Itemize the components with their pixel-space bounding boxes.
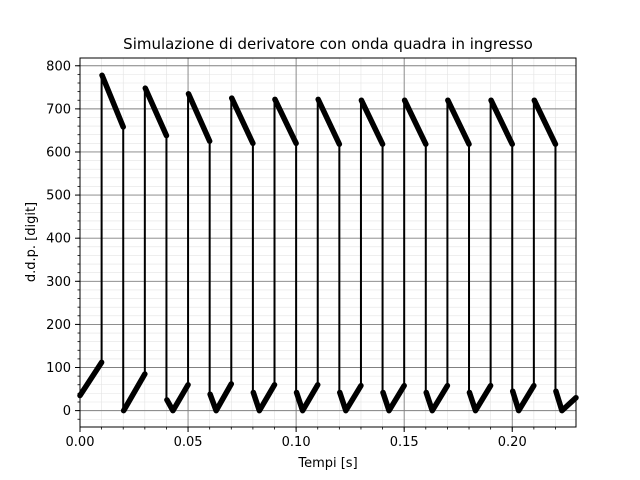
data-segment xyxy=(553,388,579,414)
ticks: 0.00 0.05 0.10 0.15 0.20 0 100 200 300 400 500 600 7… xyxy=(46,59,556,450)
y-tick-label: 300 xyxy=(46,275,71,290)
data-segment xyxy=(488,97,515,147)
data-segment xyxy=(77,359,105,399)
data-layer xyxy=(77,72,579,414)
data-segment xyxy=(445,97,472,147)
data-segment xyxy=(250,382,278,414)
data-segment xyxy=(228,95,256,147)
y-tick-label: 600 xyxy=(46,145,71,160)
y-tick-label: 100 xyxy=(46,361,71,376)
data-segment xyxy=(423,382,451,414)
data-segment xyxy=(401,97,429,147)
data-segment xyxy=(380,382,407,414)
y-tick-label: 400 xyxy=(46,232,71,247)
data-segment xyxy=(466,382,494,414)
data-segment xyxy=(207,381,235,414)
x-tick-label: 0.05 xyxy=(174,435,203,450)
data-segment xyxy=(358,97,386,147)
y-tick-label: 800 xyxy=(46,59,71,74)
x-axis-label: Tempi [s] xyxy=(297,456,357,471)
y-tick-label: 0 xyxy=(63,404,71,419)
data-segment xyxy=(315,96,343,147)
x-tick-label: 0.20 xyxy=(498,435,527,450)
x-tick-label: 0.10 xyxy=(282,435,311,450)
data-segment xyxy=(185,91,213,144)
y-axis-label: d.d.p. [digit] xyxy=(24,202,39,282)
y-tick-label: 500 xyxy=(46,189,71,204)
data-segment xyxy=(142,85,170,139)
y-tick-label: 700 xyxy=(46,102,71,117)
data-segment xyxy=(337,382,364,414)
data-segment xyxy=(531,97,559,147)
x-tick-label: 0.15 xyxy=(390,435,419,450)
data-segment xyxy=(293,382,321,414)
data-segment xyxy=(509,382,537,414)
data-segment xyxy=(272,96,299,147)
data-segment xyxy=(99,72,126,130)
data-segment xyxy=(164,382,191,414)
x-tick-label: 0.00 xyxy=(66,435,95,450)
y-tick-label: 200 xyxy=(46,318,71,333)
chart-title: Simulazione di derivatore con onda quadr… xyxy=(123,35,533,53)
plot-frame xyxy=(79,57,577,428)
data-segment xyxy=(120,371,148,414)
